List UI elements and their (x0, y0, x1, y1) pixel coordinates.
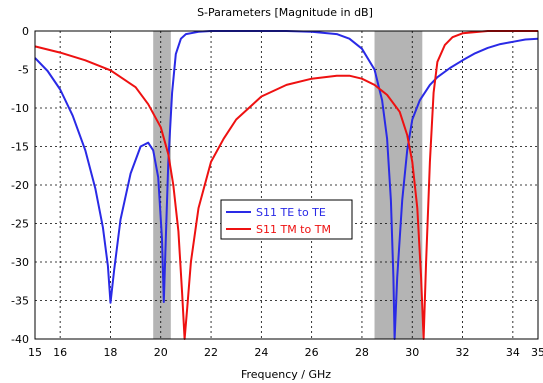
y-tick-label: -20 (11, 179, 29, 192)
legend-label-1: S11 TM to TM (256, 223, 331, 236)
x-tick-label: 15 (28, 346, 42, 359)
y-tick-label: -5 (18, 64, 29, 77)
series-line-1 (34, 30, 538, 340)
x-tick-label: 32 (456, 346, 470, 359)
x-tick-label: 24 (254, 346, 268, 359)
x-tick-label: 16 (53, 346, 67, 359)
y-tick-label: 0 (22, 25, 29, 38)
x-tick-label: 22 (204, 346, 218, 359)
legend-label-0: S11 TE to TE (256, 206, 326, 219)
y-tick-label: -30 (11, 256, 29, 269)
y-tick-label: -15 (11, 141, 29, 154)
x-tick-label: 20 (154, 346, 168, 359)
y-tick-label: -40 (11, 333, 29, 346)
y-tick-label: -10 (11, 102, 29, 115)
chart-title: S-Parameters [Magnitude in dB] (197, 6, 373, 19)
x-tick-label: 30 (405, 346, 419, 359)
x-tick-label: 18 (103, 346, 117, 359)
y-tick-labels: 0 -5 -10 -15 -20 -25 -30 -35 -40 (11, 25, 29, 346)
y-tick-label: -25 (11, 218, 29, 231)
x-axis-label: Frequency / GHz (241, 368, 331, 381)
x-tick-labels: 15 16 18 20 22 24 26 28 30 32 34 35 (28, 346, 543, 359)
y-tick-label: -35 (11, 295, 29, 308)
x-tick-label: 26 (305, 346, 319, 359)
x-tick-label: 35 (531, 346, 543, 359)
legend: S11 TE to TE S11 TM to TM (220, 199, 353, 240)
plot-frame (34, 30, 539, 340)
x-tick-label: 34 (506, 346, 520, 359)
legend-box (220, 199, 353, 240)
x-tick-label: 28 (355, 346, 369, 359)
